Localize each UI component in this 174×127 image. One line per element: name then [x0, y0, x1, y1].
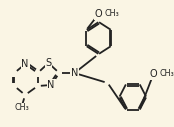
Text: N: N: [48, 80, 55, 90]
Text: O: O: [95, 9, 102, 19]
Text: CH₃: CH₃: [105, 10, 120, 19]
Text: CH₃: CH₃: [14, 104, 29, 113]
Text: O: O: [150, 69, 157, 79]
Text: S: S: [45, 58, 52, 68]
Text: N: N: [21, 59, 29, 69]
Text: N: N: [71, 68, 78, 78]
Text: CH₃: CH₃: [160, 69, 174, 78]
